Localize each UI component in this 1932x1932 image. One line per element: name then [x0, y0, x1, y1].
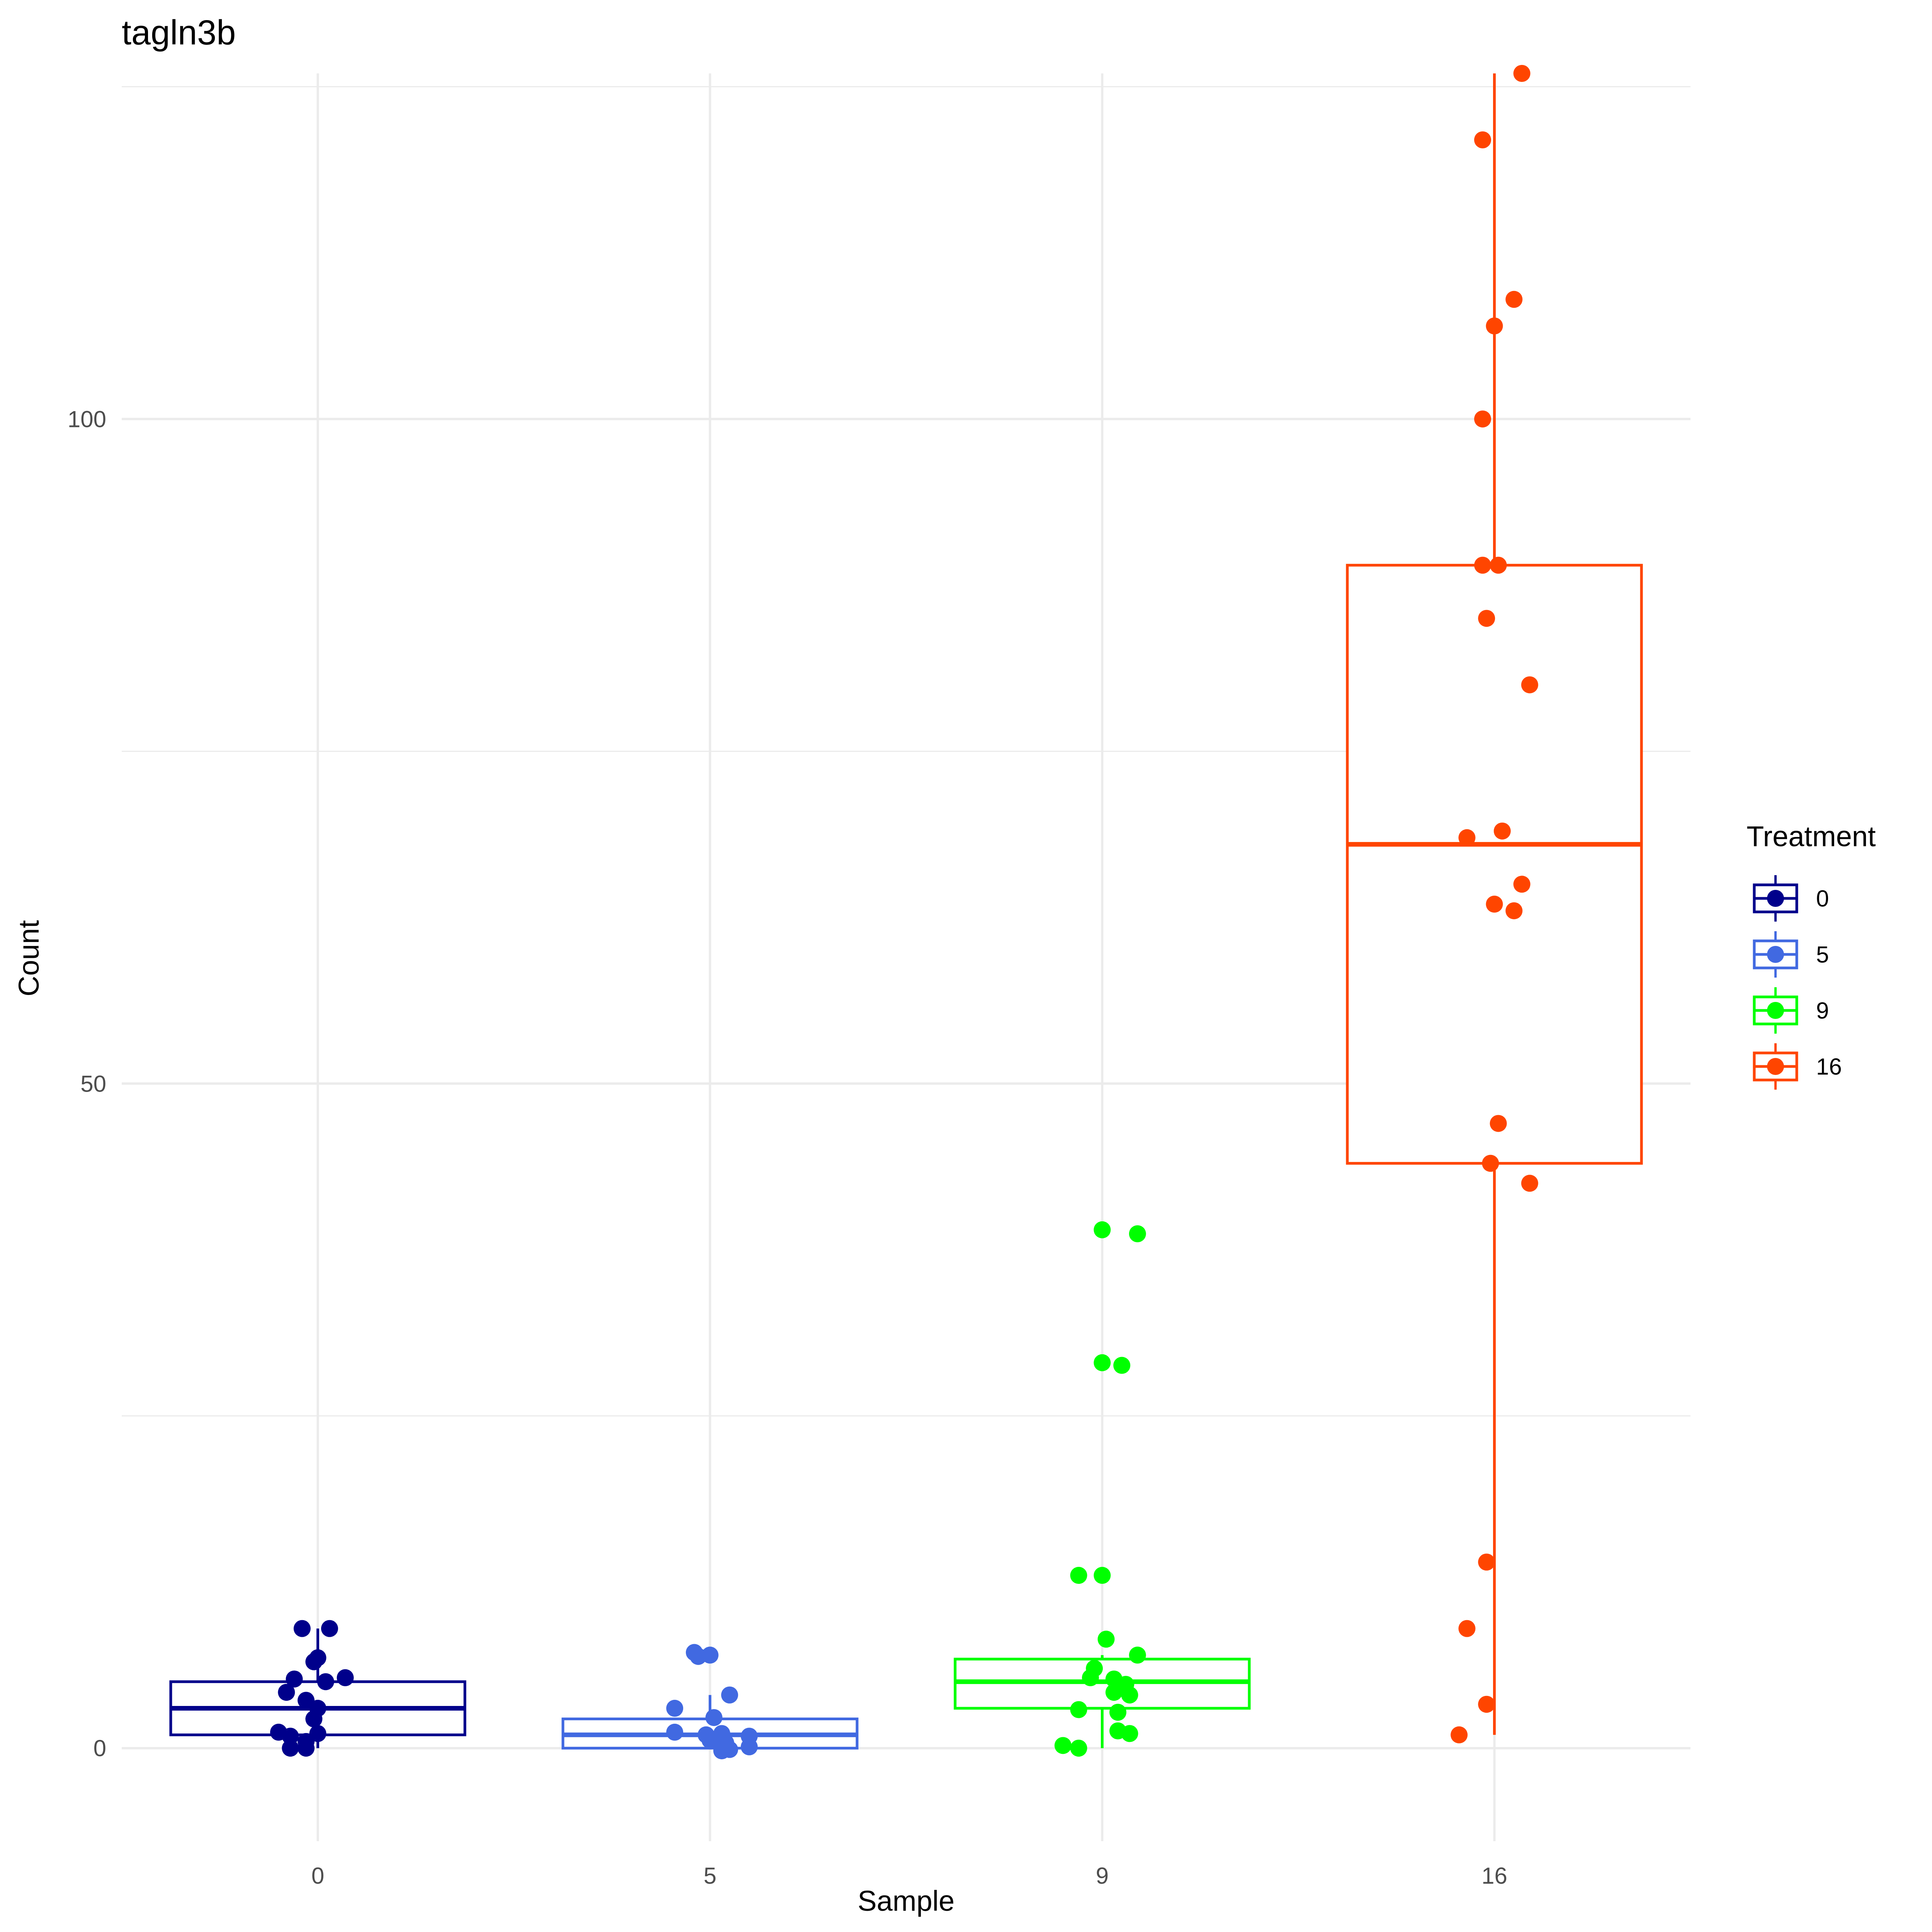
axis-labels: 0 50 100 0 5 9 16 [68, 406, 1507, 1889]
legend-key-16: 16 [1753, 1043, 1842, 1090]
data-point [317, 1673, 334, 1690]
data-point [282, 1740, 299, 1757]
data-point [321, 1620, 338, 1637]
box-16 [1346, 73, 1643, 1735]
data-point [1521, 676, 1538, 694]
legend-key-5: 5 [1753, 931, 1829, 978]
data-point [305, 1710, 323, 1728]
data-point [701, 1646, 719, 1664]
x-axis-title: Sample [858, 1885, 955, 1917]
data-point [1521, 1175, 1538, 1192]
data-point [1486, 895, 1503, 913]
data-point [1129, 1225, 1146, 1242]
data-point [1082, 1669, 1099, 1686]
data-point [309, 1649, 327, 1667]
points-5 [666, 1644, 758, 1760]
box-layer [169, 73, 1643, 1750]
data-point [1513, 876, 1531, 893]
y-axis-title: Count [13, 920, 45, 997]
data-point [1070, 1701, 1087, 1718]
x-tick-label: 16 [1481, 1863, 1507, 1889]
legend-key-point [1767, 1058, 1784, 1075]
data-point [1097, 1631, 1115, 1648]
data-point [293, 1620, 311, 1637]
data-point [1070, 1740, 1087, 1757]
points-9 [1054, 1221, 1146, 1757]
data-point [721, 1686, 738, 1704]
data-point [1458, 1620, 1476, 1637]
x-tick-label: 5 [704, 1863, 716, 1889]
data-point [1478, 1553, 1495, 1571]
data-point [1113, 1357, 1131, 1374]
data-point [741, 1738, 758, 1755]
data-point [1121, 1686, 1138, 1704]
y-tick-label: 50 [80, 1071, 106, 1097]
data-point [1490, 556, 1507, 574]
data-point [713, 1742, 730, 1760]
y-tick-label: 100 [68, 406, 106, 432]
data-point [1094, 1221, 1111, 1238]
data-point [1478, 1696, 1495, 1713]
data-point [1505, 902, 1523, 920]
data-point [705, 1709, 723, 1726]
data-point [1094, 1567, 1111, 1584]
data-point [1094, 1354, 1111, 1371]
points-16 [1451, 65, 1538, 1743]
box-body [1346, 564, 1643, 1165]
legend-label: 5 [1816, 942, 1829, 968]
legend-label: 9 [1816, 998, 1829, 1024]
data-point [1490, 1115, 1507, 1132]
data-point [1121, 1725, 1138, 1742]
data-point [337, 1669, 354, 1686]
data-point [1493, 822, 1511, 840]
point-layer [270, 65, 1538, 1760]
legend: Treatment 0 5 9 16 [1747, 820, 1876, 1090]
legend-title: Treatment [1747, 820, 1876, 852]
data-point [1451, 1726, 1468, 1743]
legend-label: 16 [1816, 1054, 1842, 1080]
data-point [278, 1684, 295, 1701]
data-point [666, 1700, 684, 1717]
x-tick-label: 0 [311, 1863, 324, 1889]
data-point [1054, 1737, 1071, 1754]
legend-key-point [1767, 946, 1784, 963]
data-point [298, 1740, 315, 1757]
plot-title: tagln3b [122, 14, 236, 52]
data-point [1505, 291, 1523, 308]
points-0 [270, 1620, 354, 1757]
data-point [1478, 610, 1495, 627]
data-point [282, 1728, 299, 1745]
legend-label: 0 [1816, 886, 1829, 912]
data-point [1109, 1704, 1127, 1721]
data-point [286, 1670, 303, 1688]
data-point [1482, 1155, 1499, 1172]
x-tick-label: 9 [1096, 1863, 1109, 1889]
data-point [1474, 410, 1492, 428]
legend-key-point [1767, 890, 1784, 907]
data-point [1513, 65, 1531, 82]
data-point [1129, 1646, 1146, 1664]
data-point [1458, 829, 1476, 846]
data-point [1474, 556, 1492, 574]
legend-key-0: 0 [1753, 875, 1829, 922]
data-point [1105, 1684, 1122, 1701]
data-point [1486, 317, 1503, 335]
y-tick-label: 0 [94, 1735, 106, 1761]
data-point [1070, 1567, 1087, 1584]
legend-key-point [1767, 1002, 1784, 1019]
data-point [701, 1731, 719, 1749]
legend-keys: 0 5 9 16 [1753, 875, 1842, 1090]
data-point [1474, 131, 1492, 148]
data-point [666, 1723, 684, 1741]
legend-key-9: 9 [1753, 987, 1829, 1034]
